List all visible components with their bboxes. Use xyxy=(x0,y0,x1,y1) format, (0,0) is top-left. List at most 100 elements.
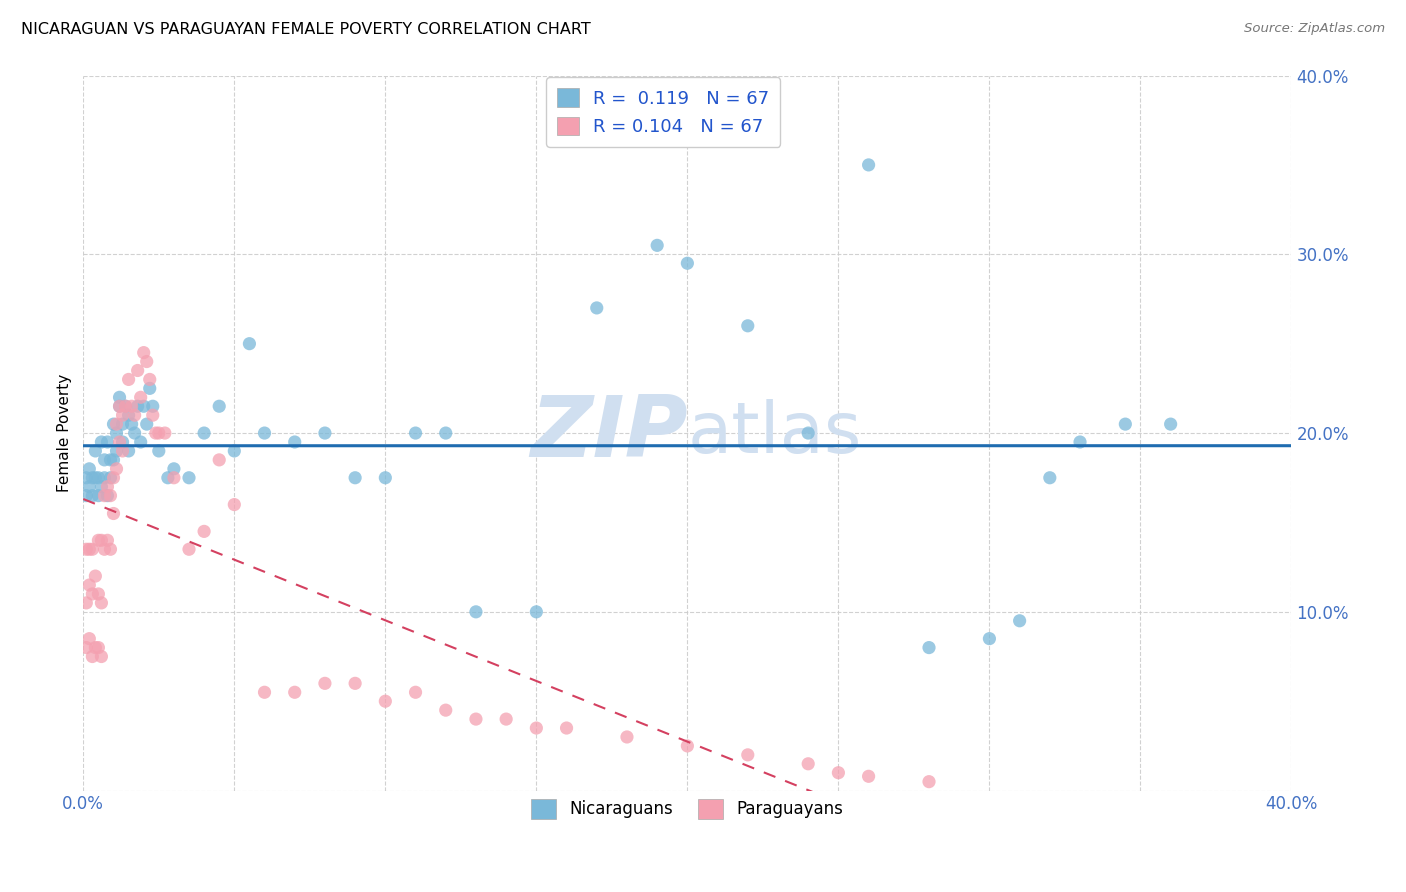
Point xyxy=(87,533,110,548)
Point xyxy=(105,417,128,431)
Text: ZIP: ZIP xyxy=(530,392,688,475)
Point xyxy=(148,425,170,440)
Point xyxy=(314,425,336,440)
Point xyxy=(79,480,101,494)
Point xyxy=(108,399,131,413)
Point xyxy=(105,425,128,440)
Point xyxy=(405,685,427,699)
Point xyxy=(111,417,134,431)
Point xyxy=(100,453,122,467)
Point xyxy=(90,649,112,664)
Point xyxy=(1039,471,1062,485)
Point xyxy=(434,425,457,440)
Text: atlas: atlas xyxy=(688,399,862,467)
Point xyxy=(103,453,125,467)
Point xyxy=(253,425,276,440)
Point xyxy=(344,471,367,485)
Point xyxy=(117,408,139,422)
Point xyxy=(93,471,115,485)
Point xyxy=(111,408,134,422)
Point xyxy=(737,318,759,333)
Point xyxy=(105,444,128,458)
Point xyxy=(163,471,186,485)
Point xyxy=(117,444,139,458)
Point xyxy=(177,471,200,485)
Point xyxy=(90,533,112,548)
Point xyxy=(117,372,139,386)
Y-axis label: Female Poverty: Female Poverty xyxy=(58,374,72,492)
Point xyxy=(153,425,176,440)
Point xyxy=(434,703,457,717)
Point xyxy=(524,721,547,735)
Point xyxy=(284,435,307,450)
Point xyxy=(858,769,880,783)
Point xyxy=(797,756,820,771)
Point xyxy=(495,712,517,726)
Point xyxy=(103,417,125,431)
Point xyxy=(103,471,125,485)
Point xyxy=(918,640,941,655)
Point xyxy=(96,480,118,494)
Legend: Nicaraguans, Paraguayans: Nicaraguans, Paraguayans xyxy=(524,793,851,825)
Point xyxy=(111,435,134,450)
Point xyxy=(75,471,97,485)
Point xyxy=(75,596,97,610)
Point xyxy=(193,425,215,440)
Point xyxy=(148,444,170,458)
Point xyxy=(100,471,122,485)
Point xyxy=(100,489,122,503)
Point xyxy=(84,471,107,485)
Point xyxy=(108,435,131,450)
Point xyxy=(90,596,112,610)
Point xyxy=(84,640,107,655)
Point xyxy=(737,747,759,762)
Point xyxy=(129,435,152,450)
Point xyxy=(1069,435,1091,450)
Point xyxy=(93,542,115,557)
Point xyxy=(374,694,396,708)
Point xyxy=(797,425,820,440)
Point xyxy=(105,462,128,476)
Point xyxy=(129,390,152,404)
Point xyxy=(132,399,155,413)
Point xyxy=(177,542,200,557)
Point xyxy=(82,471,104,485)
Point xyxy=(82,649,104,664)
Point xyxy=(96,533,118,548)
Point xyxy=(82,489,104,503)
Text: NICARAGUAN VS PARAGUAYAN FEMALE POVERTY CORRELATION CHART: NICARAGUAN VS PARAGUAYAN FEMALE POVERTY … xyxy=(21,22,591,37)
Point xyxy=(374,471,396,485)
Point xyxy=(93,489,115,503)
Point xyxy=(75,542,97,557)
Point xyxy=(100,542,122,557)
Point xyxy=(1160,417,1182,431)
Point xyxy=(676,739,699,753)
Point xyxy=(79,542,101,557)
Point xyxy=(135,417,157,431)
Point xyxy=(524,605,547,619)
Point xyxy=(344,676,367,690)
Point xyxy=(124,408,146,422)
Point xyxy=(585,301,607,315)
Point xyxy=(253,685,276,699)
Point xyxy=(145,425,167,440)
Point xyxy=(121,417,143,431)
Point xyxy=(96,489,118,503)
Point xyxy=(75,489,97,503)
Point xyxy=(314,676,336,690)
Point xyxy=(1114,417,1136,431)
Point xyxy=(139,372,162,386)
Point xyxy=(645,238,668,252)
Point xyxy=(827,765,849,780)
Point xyxy=(79,462,101,476)
Point xyxy=(82,542,104,557)
Point xyxy=(208,453,231,467)
Point xyxy=(238,336,260,351)
Text: Source: ZipAtlas.com: Source: ZipAtlas.com xyxy=(1244,22,1385,36)
Point xyxy=(555,721,578,735)
Point xyxy=(405,425,427,440)
Point xyxy=(96,435,118,450)
Point xyxy=(918,774,941,789)
Point xyxy=(108,390,131,404)
Point xyxy=(103,507,125,521)
